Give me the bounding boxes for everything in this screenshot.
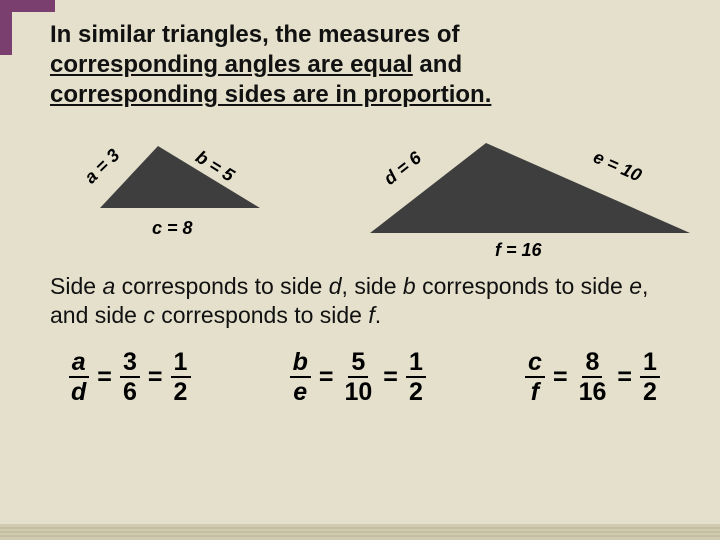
equals: = <box>96 363 113 392</box>
fraction: cf <box>525 349 545 406</box>
equals: = <box>616 363 633 392</box>
desc-var: e <box>629 273 642 299</box>
equals: = <box>318 363 335 392</box>
desc-text: . <box>375 302 381 328</box>
fraction-top: 1 <box>640 349 660 378</box>
fraction-bot: f <box>525 378 545 405</box>
equals: = <box>147 363 164 392</box>
fraction: 12 <box>640 349 660 406</box>
heading-line3: corresponding sides are in proportion. <box>50 81 491 108</box>
triangle-small: a = 3 b = 5 c = 8 <box>90 138 270 221</box>
desc-text: , side <box>342 273 403 299</box>
fraction-top: c <box>525 349 545 378</box>
fraction-top: a <box>69 349 89 378</box>
bottom-band <box>0 524 720 540</box>
desc-text: corresponds to side <box>115 273 329 299</box>
heading: In similar triangles, the measures of co… <box>50 20 680 110</box>
triangle-small-svg <box>90 138 270 216</box>
desc-text: corresponds to side <box>416 273 630 299</box>
ratio-0: ad=36=12 <box>68 349 191 406</box>
heading-line2a: corresponding angles are equal <box>50 51 413 78</box>
description: Side a corresponds to side d, side b cor… <box>50 272 680 331</box>
fraction-top: b <box>290 349 311 378</box>
fraction: ad <box>68 349 89 406</box>
ratio-1: be=510=12 <box>290 349 426 406</box>
fraction-top: 1 <box>171 349 191 378</box>
fraction: 816 <box>576 349 610 406</box>
triangle-small-shape <box>100 146 260 208</box>
fraction-bot: d <box>68 378 89 405</box>
fraction-bot: 6 <box>120 378 140 405</box>
desc-text: corresponds to side <box>155 302 369 328</box>
fraction-bot: 2 <box>640 378 660 405</box>
heading-line2b: and <box>413 51 462 78</box>
fraction: 12 <box>171 349 191 406</box>
fraction-top: 1 <box>406 349 426 378</box>
desc-var: d <box>329 273 342 299</box>
corner-accent <box>0 0 55 55</box>
fraction-bot: e <box>290 378 310 405</box>
fraction: 510 <box>341 349 375 406</box>
fraction-bot: 10 <box>341 378 375 405</box>
fraction: 12 <box>406 349 426 406</box>
fraction-top: 3 <box>120 349 140 378</box>
ratios-row: ad=36=12be=510=12cf=816=12 <box>50 349 680 406</box>
equals: = <box>382 363 399 392</box>
desc-var: a <box>102 273 115 299</box>
label-c: c = 8 <box>152 218 193 239</box>
equals: = <box>552 363 569 392</box>
fraction-top: 5 <box>348 349 368 378</box>
fraction-bot: 2 <box>171 378 191 405</box>
fraction-bot: 16 <box>576 378 610 405</box>
label-f: f = 16 <box>495 240 542 261</box>
desc-text: Side <box>50 273 102 299</box>
desc-var: b <box>403 273 416 299</box>
triangle-large: d = 6 e = 10 f = 16 <box>360 138 700 243</box>
heading-line1: In similar triangles, the measures of <box>50 21 459 48</box>
fraction: 36 <box>120 349 140 406</box>
triangles-area: a = 3 b = 5 c = 8 d = 6 e = 10 f = 16 <box>50 128 680 258</box>
fraction-top: 8 <box>582 349 602 378</box>
fraction: be <box>290 349 311 406</box>
fraction-bot: 2 <box>406 378 426 405</box>
slide-content: In similar triangles, the measures of co… <box>0 0 720 425</box>
desc-var: c <box>143 302 155 328</box>
ratio-2: cf=816=12 <box>525 349 660 406</box>
